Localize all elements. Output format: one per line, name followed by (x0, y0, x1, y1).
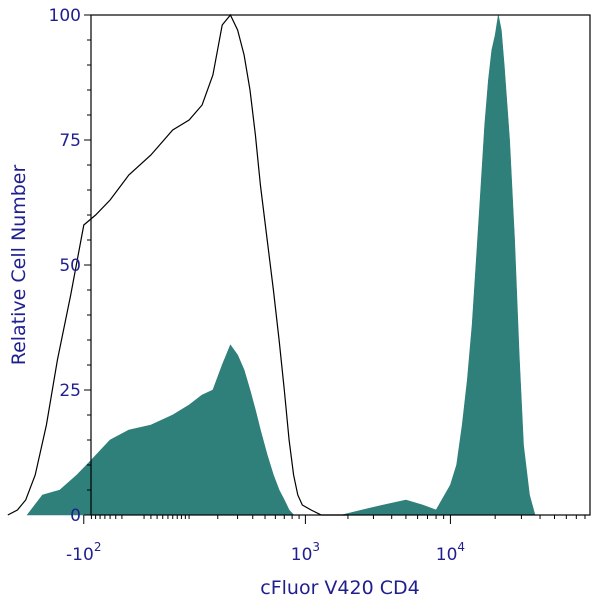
y-tick-label: 75 (59, 131, 81, 151)
y-tick-label: 0 (70, 506, 81, 526)
x-axis-label: cFluor V420 CD4 (260, 577, 419, 599)
x-tick-label: 104 (436, 540, 465, 565)
x-tick-label: -102 (66, 540, 101, 565)
tick-labels: 0 25 50 75 100 -102 103 104 (49, 6, 466, 565)
y-tick-label: 100 (49, 6, 81, 26)
y-tick-label: 50 (59, 256, 81, 276)
y-tick-label: 25 (59, 381, 81, 401)
filled-histogram-series (26, 14, 536, 516)
x-tick-label: 103 (291, 540, 320, 565)
y-axis-label: Relative Cell Number (8, 165, 30, 366)
axis-ticks (83, 14, 586, 524)
